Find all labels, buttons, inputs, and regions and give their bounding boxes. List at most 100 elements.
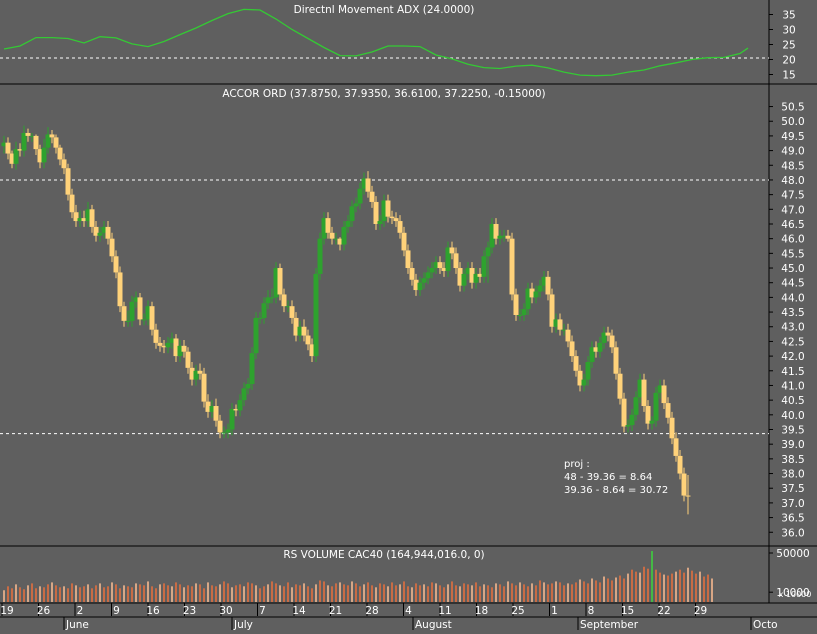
candle [357,182,363,210]
candle-body [393,218,399,222]
candle [669,411,675,445]
candle [285,300,291,313]
candle [609,329,615,354]
candle-body [469,268,475,283]
candle [293,312,299,342]
candle [521,303,527,321]
candle [381,194,387,227]
candle-body [33,135,39,150]
candle-body [445,247,451,271]
candle [265,290,271,310]
candle-body [13,149,19,164]
candle-body [277,268,283,295]
candle [633,391,639,421]
candle-body [133,297,139,302]
x-tick-label: 2 [77,605,84,617]
candle-body [493,223,499,239]
candle [245,378,251,395]
candle [61,153,67,175]
candle-body [581,379,587,386]
candle [497,229,503,245]
candle [565,323,571,348]
x-tick-label: 16 [146,605,160,617]
candle-body [57,147,63,160]
x-tick-label: 25 [511,605,524,617]
x-tick-label: 15 [621,605,634,617]
candle [581,373,587,392]
projection-note-line-3: 39.36 - 8.64 = 30.72 [564,485,668,496]
candle-body [333,238,339,240]
candle [449,241,455,260]
price-tick-label: 36.0 [781,527,804,539]
candle-body [369,191,375,202]
candle [341,221,347,251]
x-tick-label: 11 [438,605,451,617]
candle [101,221,107,239]
candle-body [513,294,519,315]
candle-body [213,406,219,421]
candle [473,268,479,289]
candle-body [297,326,303,336]
candle [641,373,647,412]
adx-panel-title: Directnl Movement ADX (24.0000) [294,4,475,16]
x-tick-label: 21 [329,605,342,617]
candle [85,201,91,227]
candle [593,341,599,358]
candle-body [537,285,543,292]
candle [117,266,123,313]
candle [405,244,411,274]
candle-body [197,370,203,374]
candle [369,185,375,208]
candle-body [141,319,147,321]
x-tick-label: 23 [183,605,196,617]
candle-body [285,306,291,308]
candle [77,210,83,227]
candle-body [245,383,251,389]
candle-body [45,134,51,148]
candle [321,212,327,245]
candle-body [325,218,331,233]
candle-body [529,288,535,298]
candle-body [293,317,299,336]
candle-body [289,306,295,318]
candle [537,279,543,298]
price-tick-label: 39.5 [781,425,804,437]
candle [505,229,511,242]
candle-body [485,247,491,257]
candle [501,229,507,242]
candle-body [605,332,611,336]
candle [441,262,447,277]
price-tick-label: 49.5 [781,131,804,143]
volume-series [3,551,713,602]
candle [325,212,331,239]
candle-body [149,306,155,330]
price-tick-label: 38.0 [781,469,804,481]
candle-body [577,370,583,386]
candle-body [593,347,599,352]
candle-body [329,232,335,239]
x-tick-label: 9 [113,605,120,617]
candle-body [121,306,127,321]
candle [57,144,63,166]
price-tick-label: 49.0 [781,146,804,158]
candle-body [601,332,607,343]
candle [153,323,159,349]
candle [237,394,243,417]
candle-body [497,235,503,239]
candle [149,301,155,336]
candle [485,241,491,283]
candle [21,125,27,157]
candle-body [217,420,223,433]
candle-body [481,256,487,277]
candle-body [269,297,275,299]
candle-body [153,329,159,343]
candle-body [637,379,643,398]
month-label: August [415,619,452,630]
candle-body [65,168,71,195]
candle-body [229,408,235,430]
candle-body [9,153,15,164]
candle [289,300,295,324]
candle-body [21,132,27,151]
price-tick-label: 46.0 [781,234,804,246]
price-tick-label: 50.0 [781,116,804,128]
